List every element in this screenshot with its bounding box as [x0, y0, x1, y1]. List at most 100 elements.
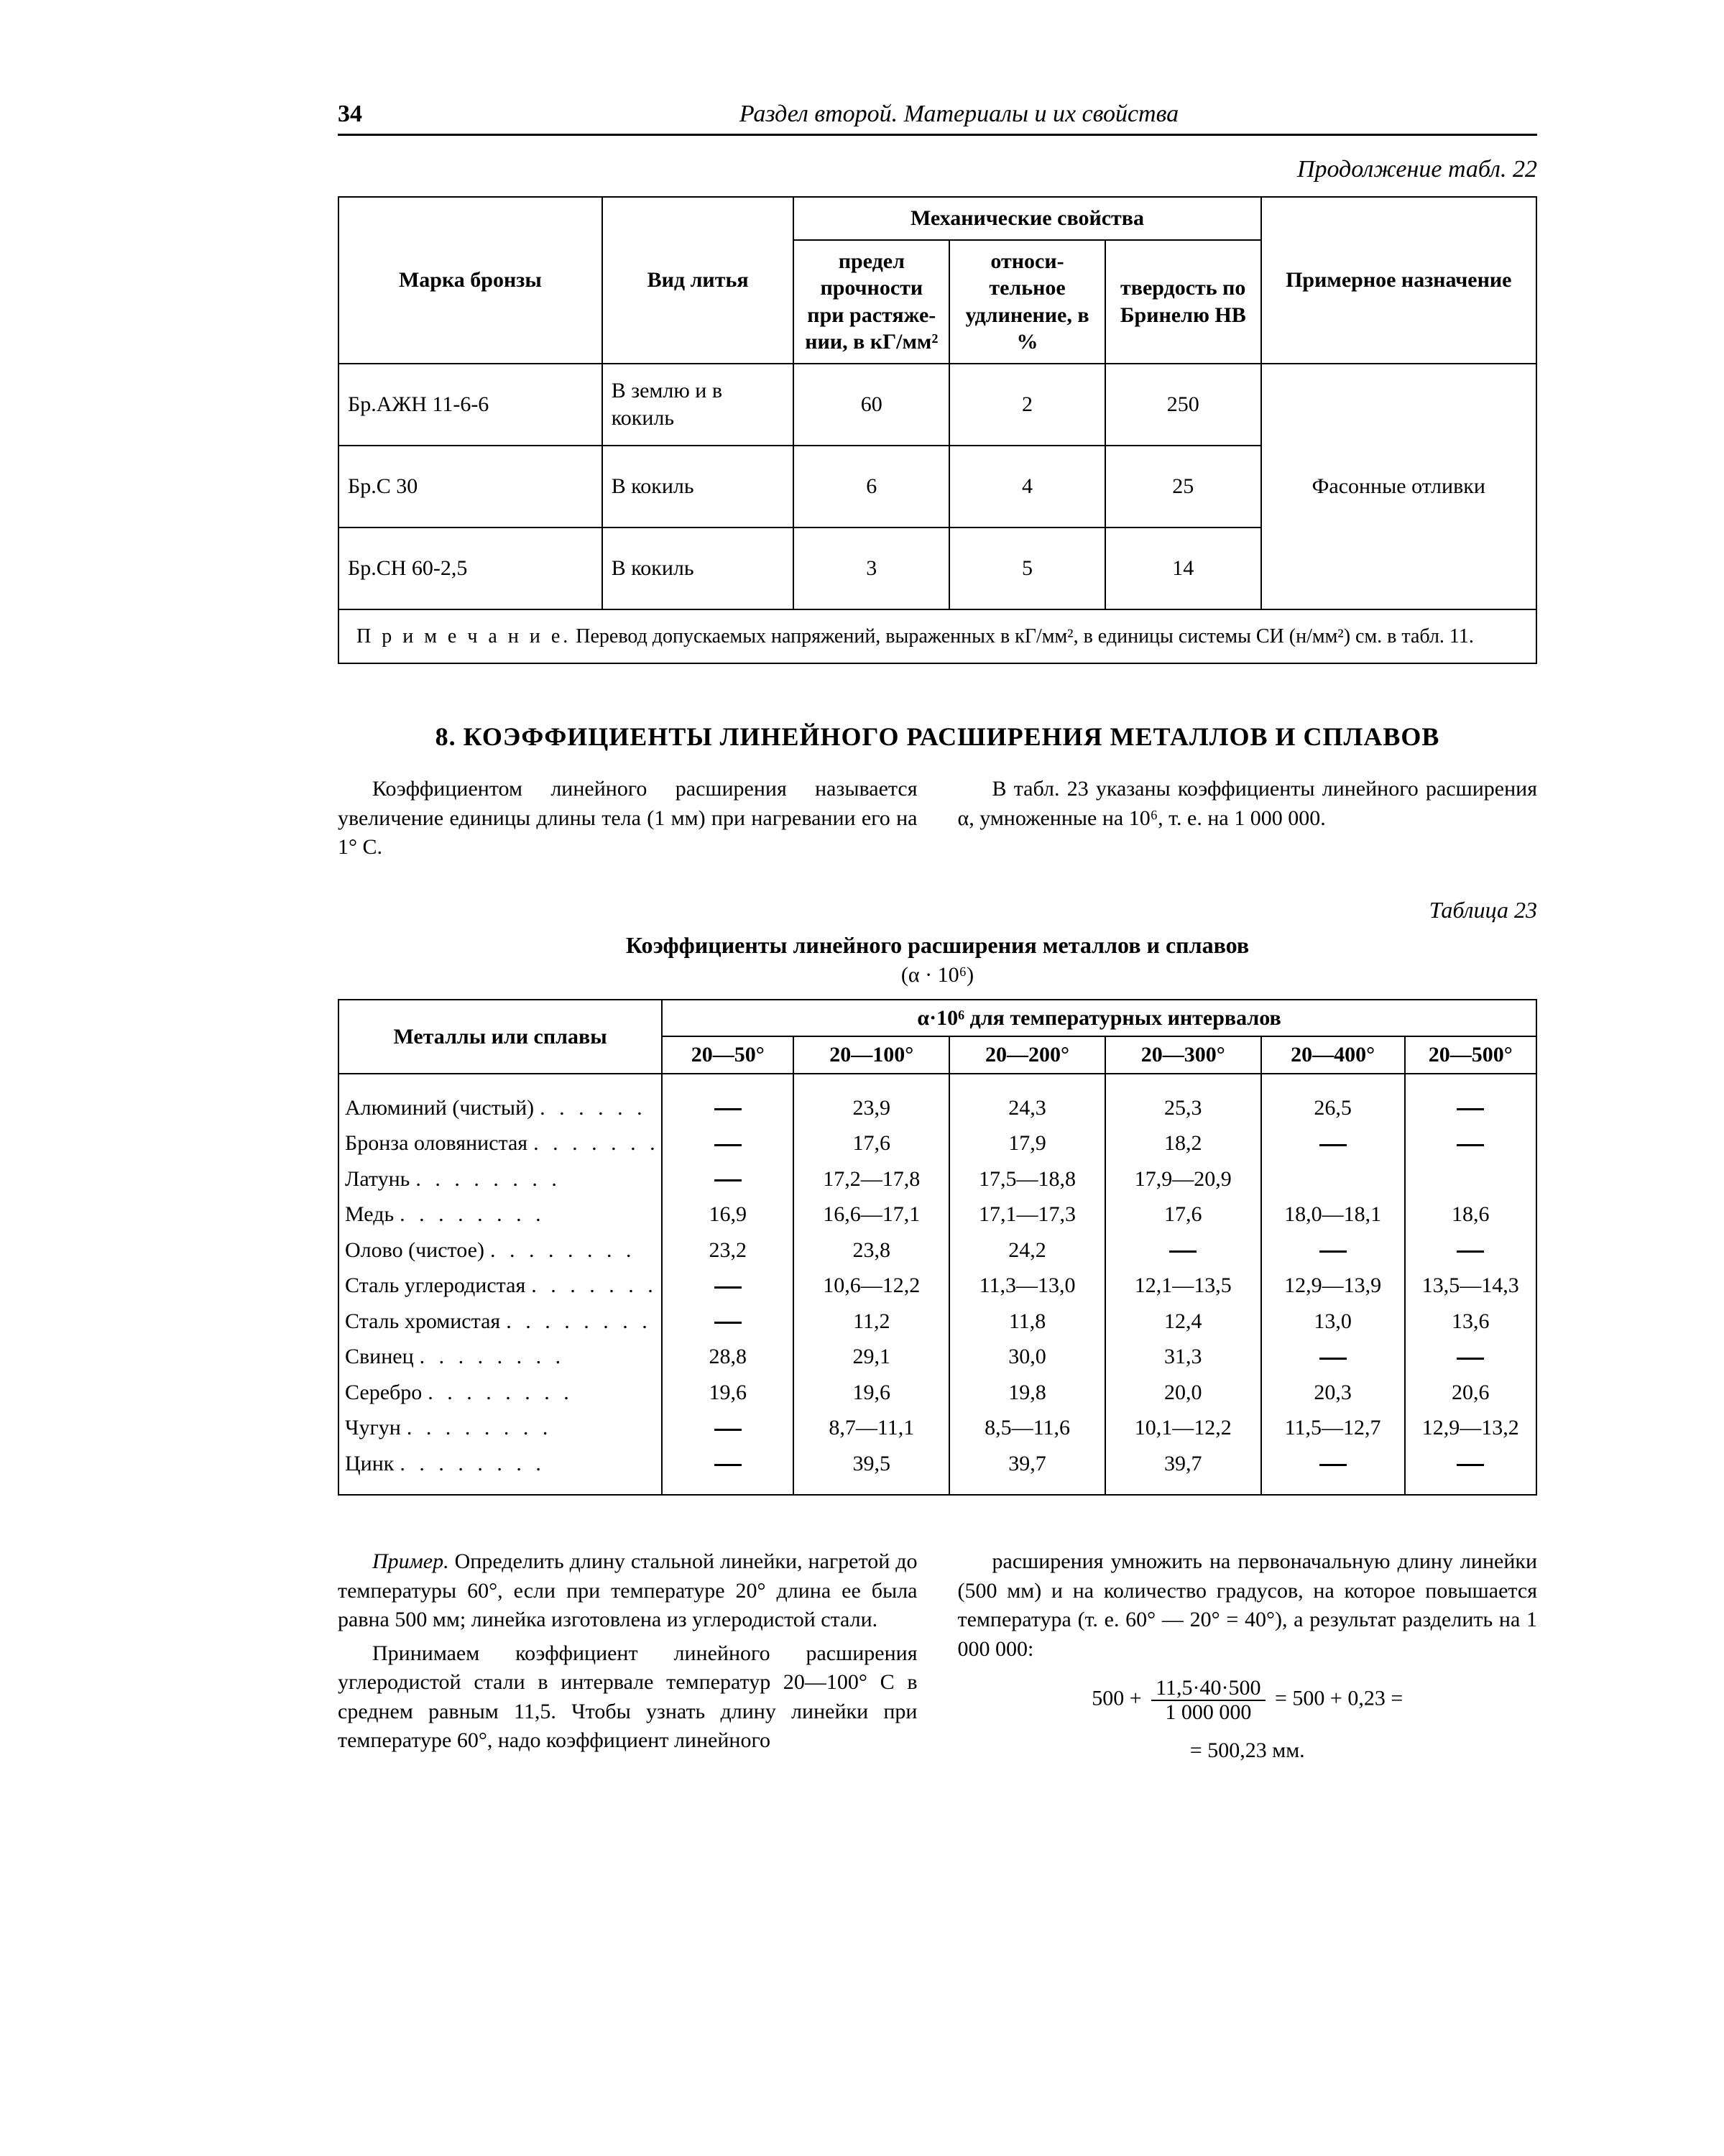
- t23-value: 39,5: [793, 1446, 949, 1496]
- table-row: Свинец . . . . . . . .28,829,130,031,3: [338, 1339, 1536, 1375]
- t22-udl: 2: [949, 364, 1105, 446]
- t22-predel: 6: [793, 446, 949, 528]
- header-rule: [338, 134, 1537, 136]
- t22-col-vid: Вид литья: [602, 197, 794, 364]
- t22-marka: Бр.АЖН 11-6-6: [338, 364, 602, 446]
- t23-material: Латунь . . . . . . . .: [338, 1161, 662, 1197]
- t23-interval-col: 20—50°: [662, 1036, 793, 1074]
- t23-value: 10,1—12,2: [1105, 1410, 1261, 1446]
- t23-material: Цинк . . . . . . . .: [338, 1446, 662, 1496]
- section-header: Раздел второй. Материалы и их свойства: [381, 101, 1537, 128]
- table-row: Медь . . . . . . . .16,916,6—17,117,1—17…: [338, 1197, 1536, 1233]
- formula-den: 1 000 000: [1151, 1701, 1265, 1724]
- note-text: Перевод допускаемых напряжений, выраженн…: [571, 625, 1474, 648]
- example-formula: 500 + 11,5·40·500 1 000 000 = 500 + 0,23…: [958, 1677, 1538, 1723]
- t23-material: Сталь углеродистая . . . . . . . .: [338, 1268, 662, 1304]
- t23-value: 13,0: [1261, 1304, 1405, 1340]
- t23-value: 12,1—13,5: [1105, 1268, 1261, 1304]
- t23-value: [662, 1268, 793, 1304]
- t23-interval-col: 20—300°: [1105, 1036, 1261, 1074]
- t22-col-marka: Марка бронзы: [338, 197, 602, 364]
- table22-continuation: Продолжение табл. 22: [338, 156, 1537, 183]
- t23-value: 31,3: [1105, 1339, 1261, 1375]
- t23-value: 17,1—17,3: [949, 1197, 1105, 1233]
- table23-title: Коэффициенты линейного расширения металл…: [338, 932, 1537, 959]
- t23-value: 13,5—14,3: [1405, 1268, 1536, 1304]
- t23-material: Медь . . . . . . . .: [338, 1197, 662, 1233]
- t23-value: 11,8: [949, 1304, 1105, 1340]
- t23-material: Серебро . . . . . . . .: [338, 1375, 662, 1411]
- t23-value: [662, 1125, 793, 1161]
- t22-marka: Бр.СН 60-2,5: [338, 528, 602, 609]
- t23-value: 12,9—13,9: [1261, 1268, 1405, 1304]
- running-head: 34 Раздел второй. Материалы и их свойств…: [338, 101, 1537, 128]
- t23-value: 28,8: [662, 1339, 793, 1375]
- t23-value: 24,2: [949, 1233, 1105, 1268]
- t23-value: 25,3: [1105, 1074, 1261, 1126]
- t23-value: 20,0: [1105, 1375, 1261, 1411]
- t23-value: 20,6: [1405, 1375, 1536, 1411]
- t23-value: 17,9: [949, 1125, 1105, 1161]
- t23-value: 17,5—18,8: [949, 1161, 1105, 1197]
- t22-vid: В кокиль: [602, 446, 794, 528]
- table-row: Бронза оловянистая . . . . . . . .17,617…: [338, 1125, 1536, 1161]
- t22-tverd: 14: [1105, 528, 1261, 609]
- t22-udl: 5: [949, 528, 1105, 609]
- t22-col-tverd: твердость по Бринелю HB: [1105, 240, 1261, 364]
- t23-value: 16,9: [662, 1197, 793, 1233]
- t23-value: 10,6—12,2: [793, 1268, 949, 1304]
- table-row: Чугун . . . . . . . .8,7—11,18,5—11,610,…: [338, 1410, 1536, 1446]
- note-label: П р и м е ч а н и е.: [356, 625, 571, 648]
- t22-predel: 3: [793, 528, 949, 609]
- table-row: Сталь углеродистая . . . . . . . . 10,6—1…: [338, 1268, 1536, 1304]
- t23-value: 24,3: [949, 1074, 1105, 1126]
- t23-material: Олово (чистое) . . . . . . . .: [338, 1233, 662, 1268]
- table-row: Алюминий (чистый) . . . . . . . .23,924,…: [338, 1074, 1536, 1126]
- t23-value: [662, 1161, 793, 1197]
- t22-vid: В кокиль: [602, 528, 794, 609]
- t23-value: 39,7: [1105, 1446, 1261, 1496]
- t23-material: Чугун . . . . . . . .: [338, 1410, 662, 1446]
- t22-col-predel: предел прочности при растяже­нии, в кГ/м…: [793, 240, 949, 364]
- table-row: Латунь . . . . . . . . 17,2—17,817,5—18,8…: [338, 1161, 1536, 1197]
- t23-value: 13,6: [1405, 1304, 1536, 1340]
- t22-col-udl: относи­тельное удлинение, в %: [949, 240, 1105, 364]
- example-p2: Принимаем коэффициент линейного расширен…: [338, 1639, 918, 1756]
- section8-title: 8. КОЭФФИЦИЕНТЫ ЛИНЕЙНОГО РАСШИРЕНИЯ МЕТ…: [338, 722, 1537, 752]
- t23-interval-col: 20—500°: [1405, 1036, 1536, 1074]
- t23-col-group: α·10⁶ для температурных интервалов: [662, 1000, 1536, 1037]
- t23-interval-col: 20—100°: [793, 1036, 949, 1074]
- table-row: Цинк . . . . . . . .39,539,739,7: [338, 1446, 1536, 1496]
- t23-value: [1405, 1233, 1536, 1268]
- t22-tverd: 250: [1105, 364, 1261, 446]
- t23-value: 17,6: [1105, 1197, 1261, 1233]
- t23-value: 23,9: [793, 1074, 949, 1126]
- t23-value: 18,0—18,1: [1261, 1197, 1405, 1233]
- formula-num: 11,5·40·500: [1151, 1677, 1265, 1701]
- section8-p2: В табл. 23 указаны коэффициенты линейног…: [958, 775, 1538, 833]
- t23-interval-col: 20—400°: [1261, 1036, 1405, 1074]
- t22-col-mech: Механические свойства: [793, 197, 1260, 240]
- t22-udl: 4: [949, 446, 1105, 528]
- t23-value: 20,3: [1261, 1375, 1405, 1411]
- t22-purpose: Фасонные отливки: [1261, 364, 1536, 609]
- t23-value: [1405, 1074, 1536, 1126]
- t23-value: 19,6: [793, 1375, 949, 1411]
- table23-caption: Таблица 23: [338, 897, 1537, 923]
- t22-marka: Бр.С 30: [338, 446, 602, 528]
- t23-value: 17,2—17,8: [793, 1161, 949, 1197]
- t23-col-material: Металлы или сплавы: [338, 1000, 662, 1074]
- t23-value: 8,7—11,1: [793, 1410, 949, 1446]
- t23-value: [1405, 1125, 1536, 1161]
- t22-tverd: 25: [1105, 446, 1261, 528]
- page-number: 34: [338, 101, 381, 128]
- t22-predel: 60: [793, 364, 949, 446]
- t23-value: 39,7: [949, 1446, 1105, 1496]
- t23-interval-col: 20—200°: [949, 1036, 1105, 1074]
- t23-value: [1261, 1446, 1405, 1496]
- t23-value: [662, 1446, 793, 1496]
- table-row: Олово (чистое) . . . . . . . .23,223,824…: [338, 1233, 1536, 1268]
- t23-value: 29,1: [793, 1339, 949, 1375]
- t23-value: 23,2: [662, 1233, 793, 1268]
- table-row: Серебро . . . . . . . .19,619,619,820,02…: [338, 1375, 1536, 1411]
